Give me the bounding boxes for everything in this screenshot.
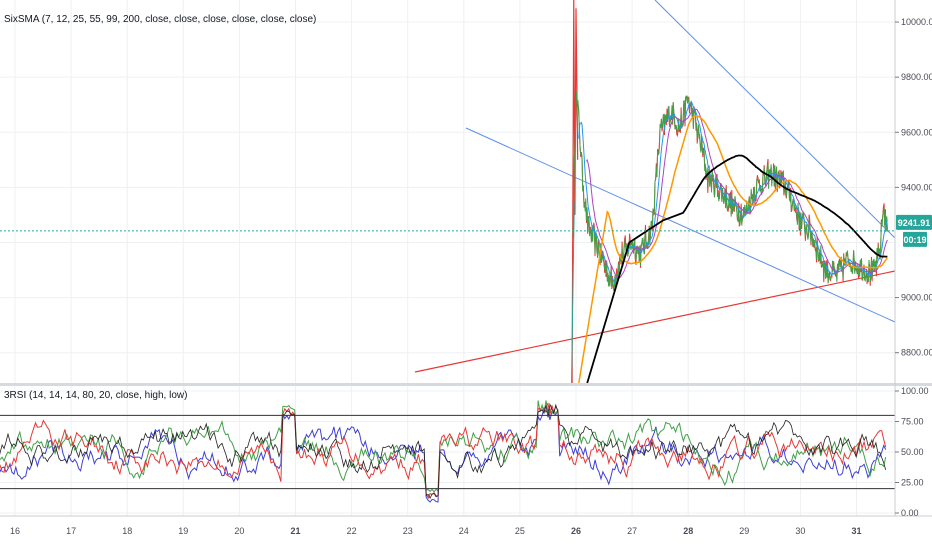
rsi-axis[interactable]: 100.00 75.00 50.00 25.00 0.00 xyxy=(895,386,929,518)
price-badges: 9241.91 00:19 xyxy=(896,214,932,247)
time-axis-tick-label: 16 xyxy=(10,526,20,536)
rsi-axis-tick-label: 25.00 xyxy=(901,478,924,488)
price-axis-tick-label: 9800.00 xyxy=(901,72,932,82)
price-series xyxy=(0,0,895,384)
price-axis-tick-label: 9400.00 xyxy=(901,182,932,192)
trend-lines[interactable] xyxy=(414,0,896,373)
sma-99-line xyxy=(578,114,888,384)
price-axis-tick-label: 9600.00 xyxy=(901,127,932,137)
time-axis[interactable]: 16 17 18 19 20 21 22 23 24 25 26 27 28 29 30 31 xyxy=(10,526,862,536)
ascending-trendline xyxy=(414,270,896,373)
price-spike xyxy=(571,0,579,384)
time-axis-tick-label: 28 xyxy=(683,526,693,536)
time-axis-tick-label: 19 xyxy=(178,526,188,536)
time-axis-tick-label: 31 xyxy=(851,526,861,536)
rsi-axis-tick-label: 0.00 xyxy=(901,508,919,518)
time-axis-tick-label: 18 xyxy=(122,526,132,536)
rsi-low-line xyxy=(0,406,887,503)
time-axis-tick-label: 26 xyxy=(571,526,581,536)
current-price-value: 9241.91 xyxy=(898,218,931,228)
sixsma-indicator-label[interactable]: SixSMA (7, 12, 25, 55, 99, 200, close, c… xyxy=(4,14,317,25)
rsi-axis-tick-label: 75.00 xyxy=(901,417,924,427)
rsi-high-line xyxy=(0,400,887,493)
rsi-avg-line xyxy=(0,402,887,499)
time-axis-tick-label: 25 xyxy=(515,526,525,536)
countdown-value: 00:19 xyxy=(903,235,926,245)
time-axis-tick-label: 24 xyxy=(459,526,469,536)
rsi-axis-tick-label: 100.00 xyxy=(901,386,929,396)
time-axis-tick-label: 27 xyxy=(627,526,637,536)
price-axis-tick-label: 10000.00 xyxy=(901,17,932,27)
price-axis-tick-label: 8800.00 xyxy=(901,348,932,358)
3rsi-indicator-label[interactable]: 3RSI (14, 14, 14, 80, 20, close, high, l… xyxy=(4,390,188,401)
sma-200-line xyxy=(586,154,888,384)
price-axis-tick-label: 9000.00 xyxy=(901,293,932,303)
pane-frames xyxy=(0,0,932,517)
countdown-badge xyxy=(903,231,927,247)
time-axis-tick-label: 21 xyxy=(290,526,300,536)
time-axis-tick-label: 20 xyxy=(234,526,244,536)
sma-55-line xyxy=(586,108,888,279)
time-axis-tick-label: 30 xyxy=(795,526,805,536)
time-axis-tick-label: 22 xyxy=(347,526,357,536)
time-axis-tick-label: 29 xyxy=(739,526,749,536)
descending-channel-upper-line xyxy=(654,0,896,239)
price-axis[interactable]: 10000.00 9800.00 9600.00 9400.00 9000.00 8800… xyxy=(895,17,932,358)
pane-separator xyxy=(0,383,932,386)
price-spike-teal xyxy=(571,201,575,384)
rsi-axis-tick-label: 50.00 xyxy=(901,447,924,457)
time-axis-tick-label: 17 xyxy=(66,526,76,536)
grid-lines xyxy=(0,0,895,516)
rsi-series xyxy=(0,400,895,503)
rsi-close-line xyxy=(0,402,887,500)
descending-channel-lower-line xyxy=(465,127,896,323)
time-axis-tick-label: 23 xyxy=(403,526,413,536)
current-price-badge xyxy=(896,214,932,230)
